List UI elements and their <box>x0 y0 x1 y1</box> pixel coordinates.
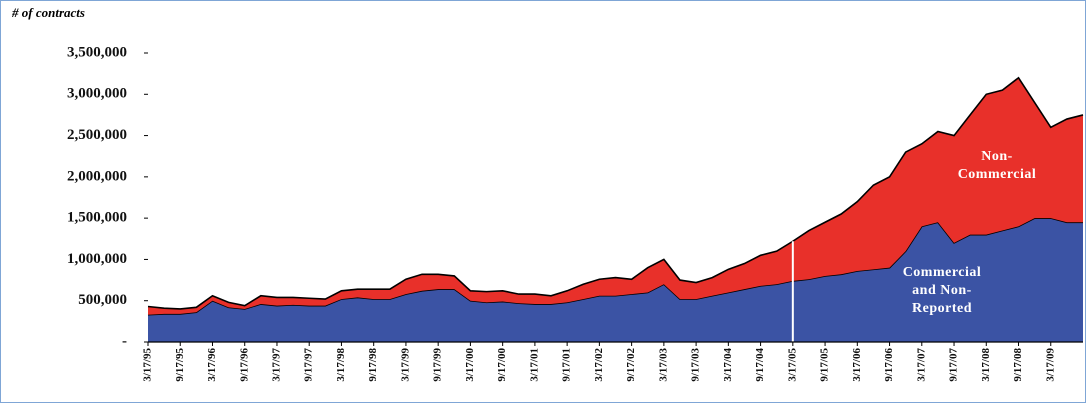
x-tick-label: 9/17/00 <box>496 348 508 382</box>
x-tick-label: 9/17/96 <box>238 348 250 382</box>
area-outline <box>147 76 1084 310</box>
area-label: Non- <box>981 149 1013 164</box>
y-tick-label: 2,500,000 <box>67 127 127 143</box>
area-label: Reported <box>912 301 972 316</box>
x-tick-label: 9/17/01 <box>561 348 573 382</box>
x-tick-label: 3/17/07 <box>915 348 927 382</box>
y-tick-label: 2,000,000 <box>67 168 127 184</box>
x-tick-label: 9/17/05 <box>819 348 831 382</box>
y-tick-label: 3,000,000 <box>67 86 127 102</box>
area <box>148 218 1083 342</box>
x-tick-label: 9/17/06 <box>883 348 895 382</box>
x-tick-label: 3/17/00 <box>464 348 476 382</box>
y-tick-label: 1,000,000 <box>67 251 127 267</box>
y-tick-label: 500,000 <box>78 292 127 308</box>
area-label: and Non- <box>912 283 972 298</box>
x-tick-label: 3/17/03 <box>657 348 669 382</box>
x-tick-label: 9/17/98 <box>367 348 379 382</box>
y-tick-label: 3,500,000 <box>67 44 127 60</box>
x-tick-label: 9/17/95 <box>174 348 186 382</box>
y-tick-label: - <box>122 333 127 349</box>
x-tick-label: 3/17/08 <box>980 348 992 382</box>
x-tick-label: 3/17/02 <box>593 348 605 382</box>
y-axis-label: # of contracts <box>11 5 85 20</box>
area-label: Commercial <box>958 167 1037 182</box>
x-tick-label: 3/17/97 <box>270 348 282 382</box>
x-tick-label: 9/17/07 <box>948 348 960 382</box>
x-tick-label: 9/17/08 <box>1012 348 1024 382</box>
x-tick-label: 3/17/05 <box>786 348 798 382</box>
x-tick-label: 3/17/95 <box>142 348 154 382</box>
y-tick-label: 1,500,000 <box>67 210 127 226</box>
x-tick-label: 9/17/97 <box>303 348 315 382</box>
x-tick-label: 3/17/09 <box>1044 348 1056 382</box>
area <box>148 77 1083 315</box>
x-tick-label: 3/17/96 <box>206 348 218 382</box>
x-tick-label: 3/17/04 <box>722 348 734 382</box>
x-tick-label: 3/17/01 <box>528 348 540 382</box>
x-tick-label: 3/17/06 <box>851 348 863 382</box>
x-tick-label: 9/17/02 <box>625 348 637 382</box>
x-tick-label: 9/17/03 <box>690 348 702 382</box>
x-tick-label: 9/17/99 <box>432 348 444 382</box>
x-tick-label: 3/17/99 <box>399 348 411 382</box>
x-tick-label: 3/17/98 <box>335 348 347 382</box>
x-tick-label: 9/17/04 <box>754 348 766 382</box>
area-label: Commercial <box>903 265 982 280</box>
